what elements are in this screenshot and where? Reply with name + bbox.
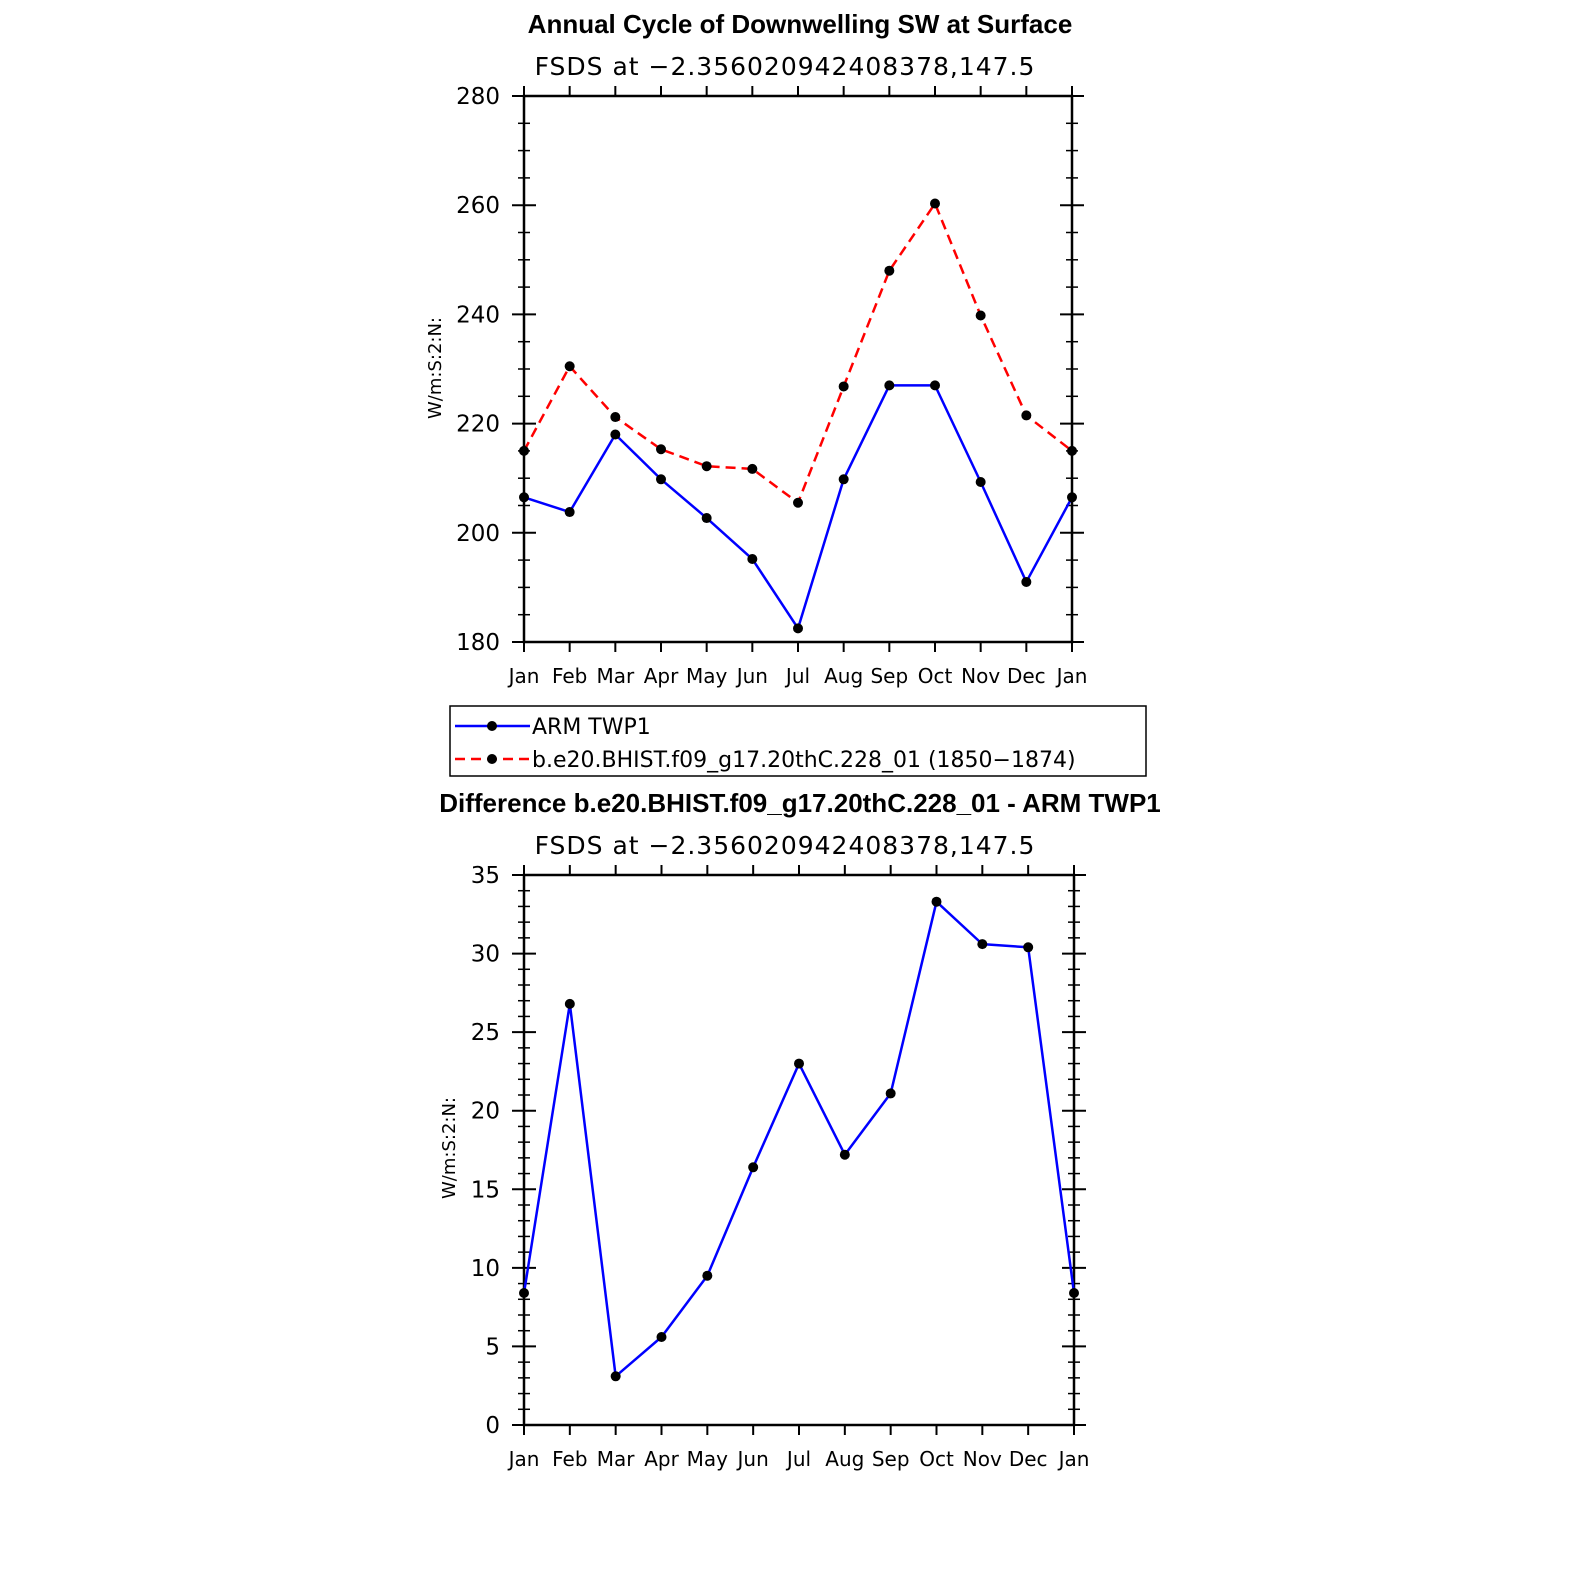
- top-x-tick-label: Nov: [961, 664, 1000, 688]
- top-series-1-point: [1021, 410, 1032, 421]
- bottom-series-0-point: [885, 1088, 896, 1099]
- top-y-axis-label: W/m:S:2:N:: [425, 317, 446, 419]
- top-series-1-point: [884, 265, 895, 276]
- bottom-series-0-point: [748, 1162, 759, 1173]
- top-x-tick-label: Feb: [552, 664, 587, 688]
- top-series-1-point: [564, 361, 575, 372]
- top-chart-subtitle: FSDS at −2.356020942408378,147.5: [535, 52, 1036, 81]
- bottom-y-axis-label: W/m:S:2:N:: [439, 1097, 460, 1199]
- bottom-series-0-point: [977, 939, 988, 950]
- bottom-y-tick-label: 0: [485, 1413, 500, 1439]
- legend-marker-model: [487, 754, 497, 764]
- bottom-x-tick-label: Oct: [919, 1447, 954, 1471]
- top-y-tick-label: 280: [456, 84, 500, 110]
- top-series-1-point: [838, 381, 849, 392]
- bottom-x-tick-label: Jul: [785, 1447, 811, 1471]
- top-series-0-point: [656, 474, 666, 485]
- top-x-tick-label: May: [686, 664, 728, 688]
- bottom-plot-area: Jan Feb Mar Apr May Jun Jul Aug Sep Oct Nov Dec Jan 0…: [471, 863, 1090, 1471]
- bottom-y-tick-label: 30: [471, 942, 500, 968]
- bottom-series-0-line: [522, 900, 1076, 1378]
- top-x-tick-label: Aug: [824, 664, 863, 688]
- top-series-1-point: [610, 412, 621, 423]
- bottom-y-tick-label: 20: [471, 1099, 500, 1125]
- top-series-0-point: [1021, 576, 1032, 587]
- legend-label-model: b.e20.BHIST.f09_g17.20thC.228_01 (1850−1…: [532, 748, 1076, 773]
- bottom-plot-frame: [522, 873, 1076, 1427]
- top-y-tick-label: 180: [456, 630, 500, 656]
- bottom-series-0-point: [931, 896, 942, 907]
- top-y-tick-label: 240: [456, 302, 500, 328]
- top-series-0-point: [610, 429, 621, 440]
- bottom-series-0-point: [519, 1288, 529, 1298]
- top-series-0-point: [1067, 492, 1077, 503]
- top-series-1-point: [793, 497, 803, 508]
- top-series-1-point: [656, 444, 666, 455]
- bottom-x-tick-label: Jun: [736, 1447, 769, 1471]
- top-series-0-point: [930, 380, 940, 391]
- bottom-y-tick-label: 10: [471, 1256, 500, 1282]
- top-series-0-point: [793, 623, 803, 634]
- top-x-tick-label: Jul: [784, 664, 810, 688]
- top-series-1-point: [1067, 445, 1077, 456]
- bottom-series-0-point: [702, 1270, 713, 1281]
- bottom-x-tick-label: Sep: [872, 1447, 910, 1471]
- legend-label-arm: ARM TWP1: [532, 715, 651, 740]
- top-series-1-point: [930, 198, 940, 209]
- top-x-tick-label: Jan: [1055, 664, 1088, 688]
- bottom-series-0-point: [1023, 942, 1034, 953]
- legend-marker-arm: [487, 721, 497, 731]
- top-series-0-point: [838, 474, 849, 485]
- top-plot-frame: [522, 94, 1074, 644]
- bottom-y-tick-label: 5: [485, 1334, 500, 1360]
- legend: ARM TWP1 b.e20.BHIST.f09_g17.20thC.228_0…: [449, 705, 1147, 777]
- bottom-x-tick-label: Mar: [597, 1447, 636, 1471]
- top-series-0-point: [701, 513, 712, 524]
- top-chart-title: Annual Cycle of Downwelling SW at Surfac…: [528, 9, 1073, 39]
- bottom-x-tick-label: Aug: [825, 1447, 864, 1471]
- bottom-series-0-point: [1069, 1288, 1079, 1298]
- top-series-0-point: [747, 554, 758, 565]
- bottom-y-tick-label: 15: [471, 1177, 500, 1203]
- top-series-0-point: [884, 380, 895, 391]
- legend-box: [449, 705, 1147, 777]
- top-x-tick-label: Jun: [735, 664, 768, 688]
- top-x-tick-label: Dec: [1007, 664, 1046, 688]
- bottom-x-tick-label: May: [687, 1447, 729, 1471]
- bottom-x-tick-label: Jan: [1057, 1447, 1090, 1471]
- top-series-0-point: [564, 507, 575, 518]
- bottom-series-0-point: [839, 1149, 850, 1160]
- top-series-0-point: [975, 477, 986, 488]
- top-y-tick-label: 260: [456, 193, 500, 219]
- bottom-series-0-point: [564, 998, 575, 1009]
- top-plot-area: Jan Feb Mar Apr May Jun Jul Aug Sep Oct Nov Dec Jan 1…: [456, 84, 1087, 688]
- bottom-y-tick-label: 35: [471, 863, 500, 889]
- bottom-x-tick-label: Apr: [644, 1447, 679, 1471]
- top-x-tick-label: Oct: [918, 664, 953, 688]
- top-series-1-point: [747, 463, 758, 474]
- top-series-1-line: [522, 202, 1073, 505]
- top-series-0-point: [519, 492, 529, 503]
- top-x-tick-label: Sep: [870, 664, 908, 688]
- top-x-tick-label: Jan: [507, 664, 540, 688]
- top-x-tick-label: Apr: [644, 664, 679, 688]
- bottom-series-0-point: [656, 1332, 667, 1342]
- bottom-y-tick-label: 25: [471, 1020, 500, 1046]
- top-series-1-point: [701, 461, 712, 472]
- bottom-chart-subtitle: FSDS at −2.356020942408378,147.5: [535, 831, 1036, 860]
- bottom-series-0-point: [610, 1371, 621, 1382]
- top-x-tick-label: Mar: [596, 664, 635, 688]
- top-series-1-point: [975, 310, 986, 321]
- top-series-1-point: [519, 445, 529, 456]
- bottom-x-tick-label: Nov: [963, 1447, 1002, 1471]
- top-y-tick-label: 200: [456, 521, 500, 547]
- bottom-chart-title: Difference b.e20.BHIST.f09_g17.20thC.228…: [439, 788, 1161, 818]
- bottom-x-tick-label: Jan: [507, 1447, 540, 1471]
- bottom-x-tick-label: Dec: [1009, 1447, 1048, 1471]
- bottom-x-tick-label: Feb: [552, 1447, 587, 1471]
- bottom-series-0-point: [794, 1058, 804, 1069]
- top-y-tick-label: 220: [456, 412, 500, 438]
